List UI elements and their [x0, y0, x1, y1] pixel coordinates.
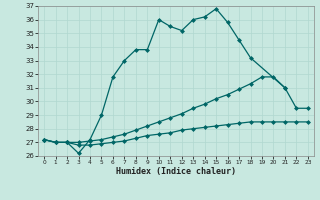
X-axis label: Humidex (Indice chaleur): Humidex (Indice chaleur) — [116, 167, 236, 176]
